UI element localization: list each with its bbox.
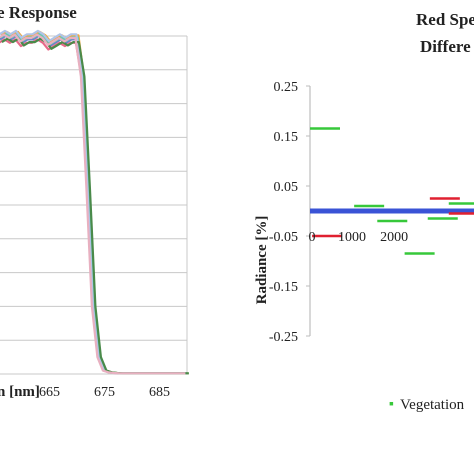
- right-chart-title-line1: Red Spe: [416, 10, 474, 29]
- right-x-tick-label: 2000: [380, 230, 408, 245]
- right-y-tick-label: -0.15: [269, 280, 298, 295]
- left-series-line: [0, 33, 186, 375]
- right-y-ticks: 0.25 0.15 0.05 -0.05 -0.15 -0.25: [269, 80, 298, 345]
- legend-marker-vegetation: ▪: [389, 397, 394, 412]
- right-chart: Red Spe Differe 0.25 0.15 0.05 -0.05 -0.15 -0…: [254, 10, 474, 413]
- left-x-tick-label: 675: [94, 385, 115, 400]
- right-y-tick-label: 0.25: [274, 80, 299, 95]
- left-chart-title: e Response: [0, 3, 77, 22]
- right-chart-title-line2: Differe: [420, 37, 471, 56]
- right-x-ticks: 0 1000 2000: [309, 230, 409, 245]
- left-x-tick-label: 685: [149, 385, 170, 400]
- left-x-tick-label: 665: [39, 385, 60, 400]
- right-y-axis-label: Radiance [%]: [254, 216, 270, 305]
- left-series-group: [0, 29, 189, 375]
- right-axes: [306, 85, 311, 337]
- right-y-tick-label: 0.15: [274, 130, 299, 145]
- right-x-tick-label: 0: [309, 230, 316, 245]
- right-marks: [310, 127, 474, 255]
- left-x-ticks: 665 675 685: [39, 385, 170, 400]
- right-y-tick-label: 0.05: [274, 180, 299, 195]
- legend-label-vegetation: Vegetation: [400, 397, 465, 413]
- left-chart: e Response 665 675 685 n [nm]: [0, 3, 189, 400]
- right-y-tick-label: -0.25: [269, 330, 298, 345]
- right-x-tick-label: 1000: [338, 230, 366, 245]
- left-x-axis-label: n [nm]: [0, 384, 40, 400]
- right-y-tick-label: -0.05: [269, 230, 298, 245]
- legend: ▪ Vegetation: [389, 397, 465, 413]
